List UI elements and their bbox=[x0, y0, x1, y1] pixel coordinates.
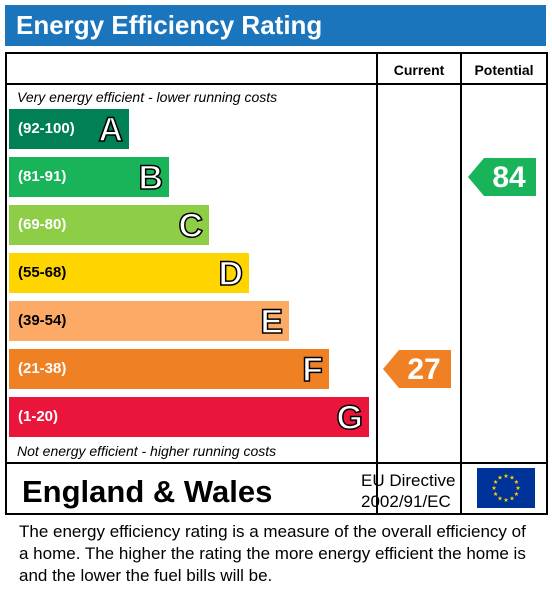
directive-line-1: EU Directive bbox=[361, 471, 456, 490]
column-divider-potential bbox=[460, 54, 462, 513]
country-label: England & Wales bbox=[22, 474, 273, 509]
band-letter: F bbox=[301, 350, 323, 390]
current-column-header: Current bbox=[393, 62, 445, 78]
band-range-label: (81-91) bbox=[18, 168, 67, 185]
description-text: The energy efficiency rating is a measur… bbox=[19, 522, 526, 585]
star-icon bbox=[509, 475, 515, 480]
band-range-label: (55-68) bbox=[18, 264, 67, 281]
star-icon bbox=[503, 497, 509, 502]
band-range-label: (92-100) bbox=[18, 120, 75, 137]
band-range-label: (69-80) bbox=[18, 216, 67, 233]
band-g: (1-20) G bbox=[9, 397, 369, 438]
band-range-label: (21-38) bbox=[18, 360, 67, 377]
band-f: (21-38) F bbox=[9, 349, 329, 390]
potential-rating-arrow: 84 bbox=[468, 158, 536, 196]
band-d: (55-68) D bbox=[9, 253, 249, 294]
footer-divider bbox=[7, 462, 546, 464]
star-icon bbox=[497, 495, 503, 501]
star-icon bbox=[514, 479, 519, 484]
header-divider bbox=[7, 83, 546, 85]
star-icon bbox=[497, 475, 503, 480]
star-icon bbox=[515, 485, 521, 490]
caption-very-efficient: Very energy efficient - lower running co… bbox=[17, 89, 278, 105]
band-b: (81-91) B bbox=[9, 157, 169, 198]
potential-column-header: Potential bbox=[474, 62, 534, 78]
rating-table: Current Potential Very energy efficient … bbox=[5, 52, 548, 515]
star-icon bbox=[493, 479, 498, 484]
band-range-label: (39-54) bbox=[18, 312, 67, 329]
eu-flag-icon bbox=[477, 468, 535, 508]
potential-rating-arrow-value: 84 bbox=[492, 161, 526, 194]
directive-line-2: 2002/91/EC bbox=[361, 492, 451, 511]
band-letter: B bbox=[138, 158, 164, 198]
chart-title: Energy Efficiency Rating bbox=[16, 10, 323, 40]
star-icon bbox=[503, 473, 509, 478]
band-e: (39-54) E bbox=[9, 301, 289, 342]
band-letter: E bbox=[260, 302, 284, 342]
current-rating-arrow: 27 bbox=[383, 350, 451, 388]
star-icon bbox=[491, 485, 497, 490]
current-rating-arrow-value: 27 bbox=[407, 353, 441, 386]
band-letter: G bbox=[336, 398, 364, 438]
current-rating-arrow-shape bbox=[383, 350, 451, 388]
band-letter: D bbox=[218, 254, 244, 294]
potential-rating-arrow-shape bbox=[468, 158, 536, 196]
band-a: (92-100) A bbox=[9, 109, 129, 150]
caption-not-efficient: Not energy efficient - higher running co… bbox=[17, 443, 277, 459]
band-range-label: (1-20) bbox=[18, 408, 59, 425]
band-letter: C bbox=[178, 206, 204, 246]
star-icon bbox=[514, 491, 519, 496]
band-letter: A bbox=[98, 110, 124, 150]
star-icon bbox=[509, 495, 515, 501]
column-divider-current bbox=[376, 54, 378, 513]
band-c: (69-80) C bbox=[9, 205, 209, 246]
star-icon bbox=[493, 491, 498, 496]
eu-directive: EU Directive 2002/91/EC bbox=[361, 470, 455, 512]
title-bar: Energy Efficiency Rating bbox=[5, 5, 546, 46]
